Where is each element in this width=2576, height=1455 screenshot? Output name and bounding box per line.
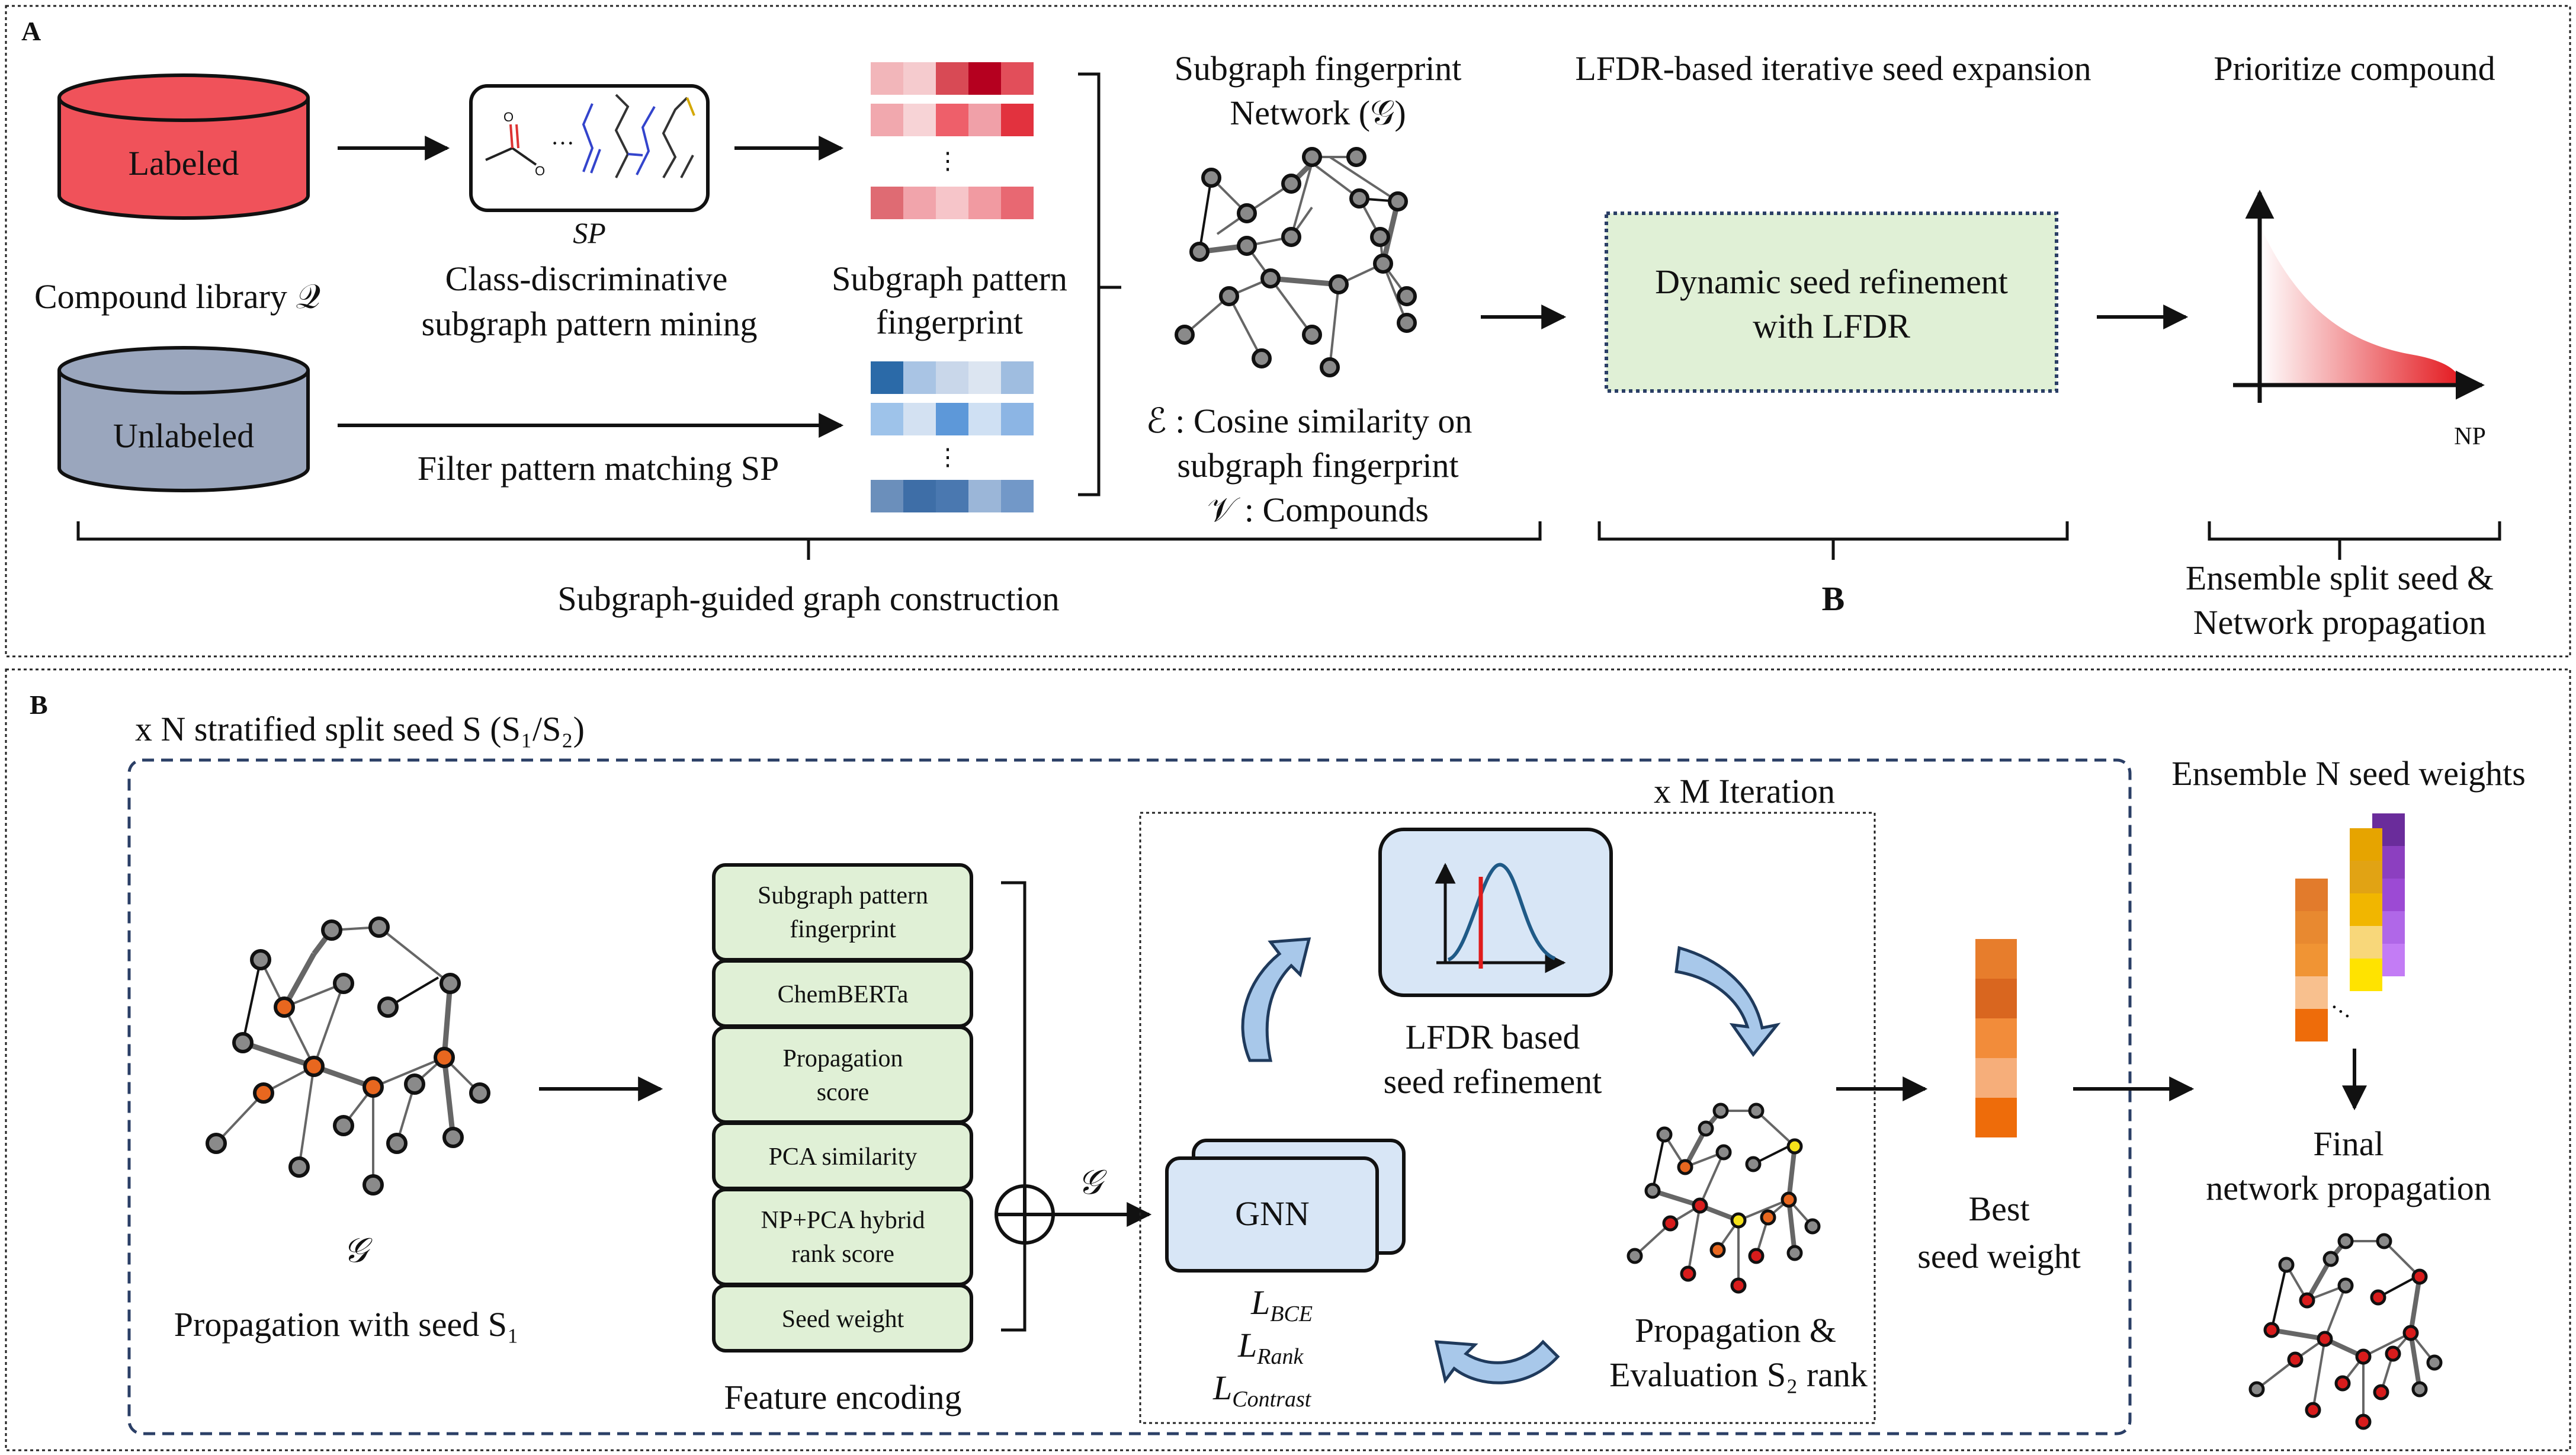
feature-stack: Subgraph pattern fingerprint ChemBERTa P… [712,863,973,1353]
svg-text:ChemBERTa: ChemBERTa [778,981,909,1008]
section-construction-label: Subgraph-guided graph construction [557,579,1059,618]
sp-molecule-box: O O ··· [469,84,710,212]
svg-text:NP+PCA hybrid: NP+PCA hybrid [761,1207,925,1234]
fp-title-line1: Subgraph pattern [832,259,1067,298]
network-title-line2: Network (𝒢) [1230,94,1406,132]
bracket-ensemble [2208,521,2501,541]
prioritize-plot: NP [2233,190,2486,450]
fingerprint-matrix-unlabeled: ⋮ [871,361,1034,512]
final-prop-line2: network propagation [2206,1169,2491,1207]
best-seed-weight-column [1975,939,2017,1137]
gnn-label: GNN [1235,1194,1310,1233]
graph-symbol: 𝒢 [343,1231,373,1270]
g-label: 𝒢 [1077,1163,1107,1201]
filter-label: Filter pattern matching SP [418,449,779,488]
fingerprint-matrix-labeled: ⋮ [871,62,1034,219]
dynamic-box-line1: Dynamic seed refinement [1655,262,2008,301]
ensemble-weights-label: Ensemble N seed weights [2171,754,2526,793]
bracket-b [1597,521,2069,541]
cycle-arrow-right-icon [1674,946,1781,1057]
panel-b-letter: B [30,690,48,720]
compound-library-label: Compound library 𝒬 [34,277,320,316]
molecule-sketch-icon: O O ··· [485,94,695,178]
best-seed-line2: seed weight [1917,1237,2080,1275]
gnn-block: GNN [1165,1139,1406,1273]
svg-text:O: O [535,164,545,178]
fp-title-line2: fingerprint [876,303,1023,341]
section-ensemble-line2: Network propagation [2193,603,2486,642]
iteration-frame [1139,812,1876,1424]
feature-item-subgraph [712,863,973,962]
network-graph-a [1175,147,1417,377]
cycle-arrow-left-icon [1434,1339,1560,1385]
svg-text:Subgraph pattern: Subgraph pattern [758,882,928,909]
cycle-arrow-up-icon [1241,937,1311,1062]
svg-text:O: O [503,110,514,124]
prop-eval-line1: Propagation & [1635,1311,1836,1350]
panel-a-frame [5,5,2571,658]
labeled-label: Labeled [129,144,239,182]
loss-list: LBCE LRank LContrast [1212,1283,1313,1412]
svg-text:fingerprint: fingerprint [790,916,896,943]
stratified-frame [127,758,2132,1435]
feature-bracket [1001,881,1026,1332]
section-ensemble-line1: Ensemble split seed & [2186,559,2494,597]
vertex-def: 𝒱 : Compounds [1207,491,1429,529]
svg-text:PCA similarity: PCA similarity [769,1143,918,1171]
final-prop-line1: Final [2313,1124,2383,1163]
np-axis-label: NP [2454,423,2486,450]
svg-text:score: score [817,1079,870,1106]
panel-a-letter: A [21,16,41,46]
mining-label-line2: subgraph pattern mining [421,305,757,343]
mining-label-line1: Class-discriminative [445,259,728,298]
edge-def-line2: subgraph fingerprint [1177,446,1458,485]
unlabeled-label: Unlabeled [113,416,254,455]
section-b-label: B [1822,579,1845,618]
lfdr-distribution-box [1378,828,1613,997]
svg-text:rank score: rank score [791,1241,894,1268]
network-graph-eval [1627,1103,1821,1294]
cycle-arrows [1241,937,1781,1385]
network-graph-seed [206,916,490,1196]
dynamic-box-line2: with LFDR [1753,307,1910,345]
network-graph-final [2248,1233,2443,1430]
stratified-label: x N stratified split seed S (S₁/S₂) [135,710,585,748]
best-seed-line1: Best [1968,1190,2029,1228]
lfdr-refine-line2: seed refinement [1384,1062,1602,1101]
panel-b: B x N stratified split seed S (S₁/S₂) [5,668,2571,1451]
feature-item-hybrid [712,1188,973,1286]
edge-def-line1: ℰ : Cosine similarity on [1146,402,1473,440]
svg-text:LBCE: LBCE [1250,1283,1313,1326]
sp-label: SP [573,216,606,249]
dynamic-refinement-box [1605,211,2058,393]
panel-b-frame [5,668,2571,1451]
svg-text:LContrast: LContrast [1212,1369,1312,1412]
feature-item-propagation [712,1025,973,1124]
iteration-label: x M Iteration [1654,772,1835,810]
svg-text:Seed weight: Seed weight [782,1306,904,1333]
lfdr-refine-line1: LFDR based [1406,1018,1580,1056]
svg-text:Propagation: Propagation [783,1045,903,1072]
panel-a: A Labeled Unlabeled Compound library 𝒬 [5,5,2571,658]
ensemble-weight-columns: ··· [2295,813,2405,1041]
fp-bracket [1078,72,1101,496]
propagation-seed-label: Propagation with seed S₁ [174,1305,519,1344]
prioritize-title: Prioritize compound [2214,49,2495,88]
lfdr-title: LFDR-based iterative seed expansion [1575,49,2091,88]
feature-encoding-label: Feature encoding [724,1378,961,1416]
network-title-line1: Subgraph fingerprint [1175,49,1462,88]
prop-eval-line2: Evaluation S₂ rank [1609,1355,1868,1394]
svg-text:···: ··· [2324,993,2359,1029]
unlabeled-cylinder: Unlabeled [57,346,310,492]
labeled-cylinder: Labeled [57,73,310,220]
svg-text:⋮: ⋮ [936,148,960,174]
svg-text:LRank: LRank [1237,1326,1304,1369]
svg-text:···: ··· [551,130,575,156]
svg-text:⋮: ⋮ [936,444,960,470]
feature-item-seed [712,1284,973,1353]
